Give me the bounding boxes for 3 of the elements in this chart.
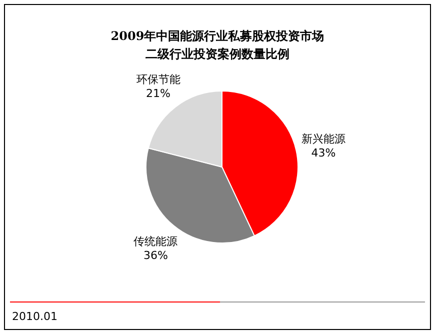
chart-title: 2009年中国能源行业私募股权投资市场	[110, 29, 324, 43]
chart-subtitle: 二级行业投资案例数量比例	[146, 47, 290, 61]
text: 2010.01	[12, 310, 58, 323]
